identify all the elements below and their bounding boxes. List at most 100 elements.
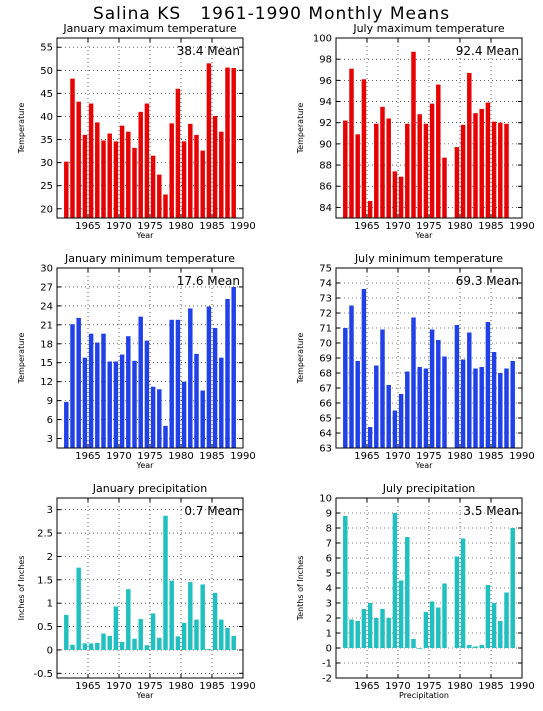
bar-1979 [175,636,181,650]
bar-1980 [460,359,466,448]
x-axis-label: Year [136,231,155,240]
bar-1988 [231,635,236,650]
y-tick-label: 40 [40,112,53,123]
x-tick-label: 1975 [137,681,162,692]
bar-1969 [113,361,119,448]
x-tick-label: 1975 [416,221,441,232]
y-tick-label: 75 [319,264,332,275]
bar-1967 [380,106,385,218]
x-axis-label: Year [136,461,155,470]
bar-1984 [206,649,212,650]
x-tick-label: 1990 [230,681,255,692]
bar-1985 [212,592,218,650]
bar-1975 [429,601,435,648]
bar-1973 [138,619,143,650]
bar-1965 [367,427,373,448]
bar-1966 [374,618,379,648]
y-tick-label: 25 [40,181,53,192]
y-tick-label: 70 [319,339,332,350]
bar-1965 [367,201,373,218]
bar-1982 [194,134,199,218]
bar-1984 [485,585,491,648]
bar-1984 [485,322,491,448]
y-tick-label: 98 [319,55,332,66]
chart-panel-3: January minimum temperature 3 6 9 12 15 18 21 24… [17,252,256,470]
bar-1987 [504,592,509,648]
x-tick-label: 1965 [75,451,100,462]
bar-1986 [498,122,503,218]
mean-label: 17.6 Mean [177,274,240,288]
bar-1970 [119,642,125,650]
chart-panel-4: July minimum temperature 63 64 65 66 67 68 69 70… [296,252,535,470]
bar-1972 [411,317,416,448]
bar-1961 [64,161,69,218]
x-tick-label: 1980 [447,681,472,692]
bar-1974 [144,645,150,650]
bar-1984 [206,306,212,448]
x-tick-label: 1980 [447,451,472,462]
bar-1973 [138,111,143,218]
bar-1971 [126,131,131,218]
bar-1986 [498,621,503,648]
bar-1988 [510,528,515,648]
x-axis-label: Year [415,231,434,240]
y-tick-label: 90 [319,139,332,150]
y-tick-label: 3 [326,599,332,610]
bar-1967 [380,609,385,648]
y-axis-label: Temperature [296,333,305,385]
bar-1971 [126,336,131,448]
y-tick-label: 96 [319,76,332,87]
bar-1973 [417,114,422,218]
x-tick-label: 1980 [447,221,472,232]
bar-1974 [144,340,150,448]
bar-1965 [88,103,94,218]
y-tick-label: 94 [319,97,332,108]
y-tick-label: -1 [322,659,332,670]
x-tick-label: 1975 [137,221,162,232]
page-title: Salina KS 1961-1990 Monthly Means [92,4,451,24]
chart-title: January precipitation [92,482,208,495]
y-tick-label: 63 [319,444,332,455]
y-tick-label: 100 [313,34,332,45]
y-tick-label: 2 [326,614,332,625]
bar-1967 [101,333,106,448]
bar-1977 [442,583,447,648]
y-tick-label: -0.5 [33,669,53,680]
bar-1970 [398,176,404,218]
y-tick-label: 21 [40,320,53,331]
bar-1979 [175,319,181,448]
bar-1962 [70,78,75,219]
bar-1962 [70,324,75,448]
bar-1968 [386,385,391,448]
y-tick-label: 1 [47,599,53,610]
bar-1976 [436,607,441,648]
bar-1968 [386,618,391,648]
y-tick-label: 6 [47,415,53,426]
x-tick-label: 1990 [230,221,255,232]
chart-panel-6: July precipitation -2 -1 0 1 2 3 4 5 6 7 8 9 10 1965 19… [296,482,535,700]
y-tick-label: 2 [47,552,53,563]
bar-1978 [169,580,174,650]
bar-1968 [107,133,112,218]
bar-1985 [491,121,497,218]
chart-title: July minimum temperature [354,252,503,265]
x-tick-label: 1985 [478,221,503,232]
bar-1973 [417,367,422,448]
y-axis-label: Temperature [17,103,26,155]
bar-1965 [88,333,94,448]
y-tick-label: 66 [319,399,332,410]
bar-1966 [374,123,379,218]
y-tick-label: 35 [40,135,53,146]
x-tick-label: 1985 [199,221,224,232]
y-tick-label: 65 [319,414,332,425]
bar-1972 [132,638,137,650]
bar-1969 [113,141,119,218]
y-tick-label: 15 [40,358,53,369]
y-tick-label: 84 [319,203,332,214]
chart-title: January maximum temperature [62,22,236,35]
bar-1971 [405,123,410,218]
x-tick-label: 1980 [168,681,193,692]
y-tick-label: 88 [319,161,332,172]
bar-1974 [423,612,429,648]
bar-1976 [157,174,162,218]
